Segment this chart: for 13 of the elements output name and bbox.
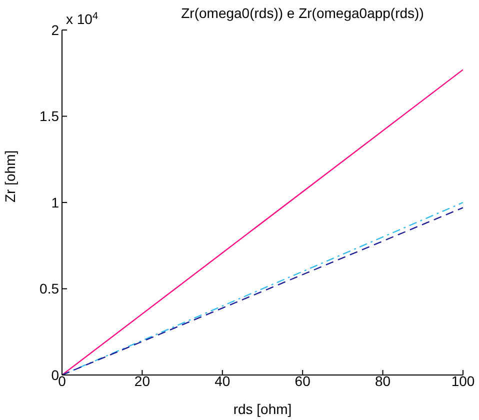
y-axis-title: Zr [ohm] [2, 150, 18, 202]
text: x 10$^{4}$ [66, 10, 98, 27]
x-tick-label: 60 [294, 372, 311, 389]
y-tick-label: 1.5 [40, 108, 60, 124]
x-tick-label: 20 [134, 372, 150, 389]
x-tick-label: 40 [214, 372, 230, 389]
chart-title: Zr(omega0(rds)) e Zr(omega0app(rds)) [181, 5, 424, 21]
x-tick-label: 80 [375, 372, 391, 389]
x-tick-label: 100 [451, 372, 475, 389]
y-tick-label: 1 [51, 194, 60, 210]
y-tick-label: 0.5 [40, 280, 60, 297]
x-axis-title: rds [ohm] [233, 401, 292, 417]
y-tick-label: 2 [51, 22, 60, 38]
